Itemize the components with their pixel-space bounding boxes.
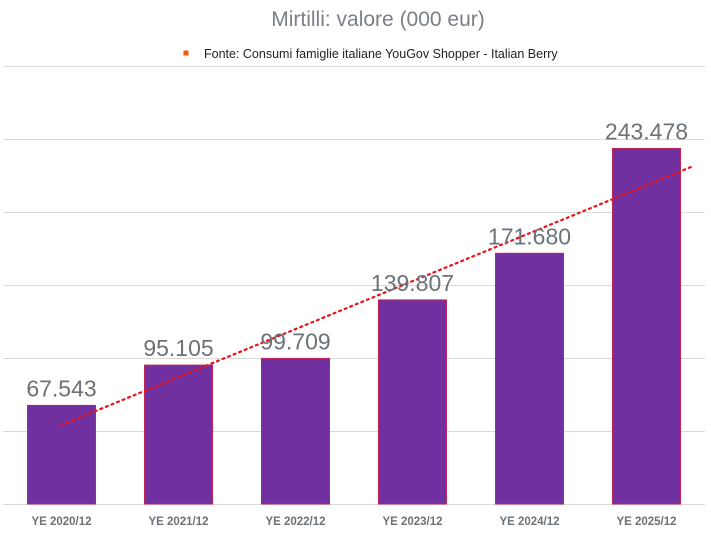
x-tick-label-6: YE 2025/12: [616, 516, 676, 528]
data-label-3: 99.709: [260, 328, 330, 354]
data-label-2: 95.105: [143, 335, 213, 361]
gridlines: [3, 66, 705, 505]
x-tick-label-5: YE 2024/12: [499, 516, 559, 528]
bar-1: [27, 404, 96, 505]
x-tick-label-3: YE 2022/12: [265, 516, 325, 528]
bar-6: [612, 148, 681, 505]
legend-label: Fonte: Consumi famiglie italiane YouGov …: [204, 47, 558, 61]
data-label-4: 139.807: [371, 270, 454, 296]
chart-title: Mirtilli: valore (000 eur): [271, 8, 485, 31]
legend: Fonte: Consumi famiglie italiane YouGov …: [183, 47, 558, 61]
bars: [27, 148, 681, 505]
data-label-1: 67.543: [26, 375, 96, 401]
x-tick-label-1: YE 2020/12: [31, 516, 91, 528]
bar-2: [144, 364, 213, 505]
bar-4: [378, 299, 447, 505]
x-tick-label-2: YE 2021/12: [148, 516, 208, 528]
data-label-5: 171.680: [488, 223, 571, 249]
x-tick-label-4: YE 2023/12: [382, 516, 442, 528]
trendline: [60, 165, 695, 427]
data-label-6: 243.478: [605, 119, 688, 145]
bar-5: [495, 252, 564, 505]
trendline-layer: [60, 165, 695, 427]
bar-3: [261, 357, 330, 505]
x-axis-tick-labels: YE 2020/12 YE 2021/12 YE 2022/12 YE 2023/12…: [31, 516, 676, 528]
legend-marker-icon: [183, 50, 189, 56]
data-labels: 67.543 95.105 99.709 139.807 171.680 243.478: [26, 119, 688, 402]
